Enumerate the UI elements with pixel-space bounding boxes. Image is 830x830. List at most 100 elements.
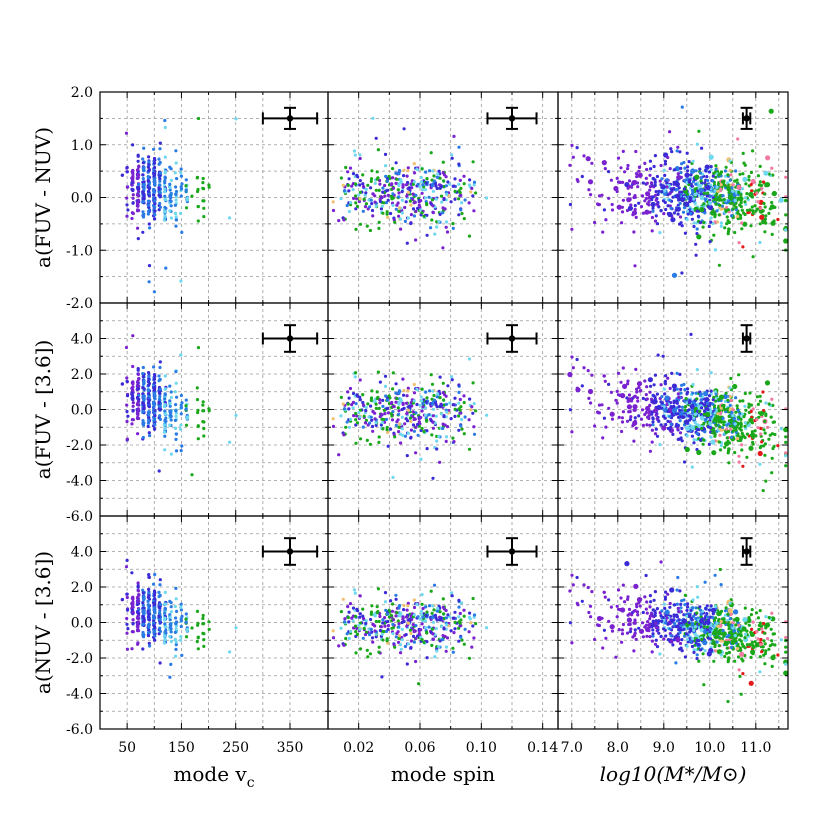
data-point: [472, 402, 476, 406]
data-point: [142, 616, 146, 621]
data-point: [369, 398, 373, 402]
data-point: [720, 180, 725, 184]
data-point: [669, 587, 675, 593]
data-point: [450, 594, 454, 598]
data-point: [444, 394, 448, 398]
data-point: [715, 220, 720, 224]
data-point: [597, 403, 602, 407]
data-point: [770, 471, 774, 475]
data-point: [676, 212, 680, 216]
data-point: [742, 161, 746, 165]
data-point: [125, 196, 129, 200]
data-point: [184, 407, 188, 411]
data-point: [669, 147, 673, 151]
data-point: [719, 170, 724, 174]
data-point: [142, 146, 146, 150]
data-point: [748, 191, 754, 198]
data-point: [419, 613, 424, 617]
data-point: [656, 192, 660, 197]
data-point: [374, 402, 378, 406]
data-point: [602, 161, 606, 165]
data-point: [616, 204, 622, 210]
data-point: [184, 178, 188, 182]
data-point: [391, 371, 395, 375]
data-point: [163, 397, 167, 401]
data-point: [130, 216, 134, 221]
data-point: [393, 435, 397, 439]
data-point: [158, 360, 162, 364]
data-point: [711, 431, 715, 435]
data-point: [437, 645, 441, 649]
data-point: [757, 415, 761, 419]
data-point: [729, 418, 733, 423]
data-point: [146, 209, 151, 213]
data-point: [773, 205, 777, 209]
data-point: [147, 205, 151, 209]
data-point: [692, 438, 696, 442]
data-point: [743, 424, 747, 428]
data-point: [195, 609, 200, 614]
data-point: [686, 387, 690, 391]
data-point: [472, 425, 476, 429]
data-point: [173, 203, 177, 207]
data-point: [674, 661, 678, 665]
data-point: [654, 427, 658, 431]
data-point: [445, 623, 449, 627]
data-point: [719, 207, 724, 211]
data-point: [416, 422, 420, 427]
data-point: [142, 381, 146, 385]
data-point: [381, 638, 385, 642]
data-point: [385, 428, 389, 432]
data-point: [717, 397, 721, 402]
data-point: [202, 420, 206, 424]
data-point: [615, 176, 619, 180]
data-point: [347, 620, 351, 624]
data-point: [450, 378, 454, 382]
data-point: [740, 443, 744, 447]
data-point: [692, 416, 696, 420]
data-point: [164, 266, 168, 270]
data-point: [346, 170, 350, 174]
data-point: [146, 419, 151, 423]
data-point: [147, 160, 151, 164]
data-point: [146, 199, 150, 203]
data-point: [345, 632, 349, 636]
data-point: [679, 221, 683, 225]
data-point: [682, 206, 687, 210]
data-point: [383, 591, 388, 595]
data-point: [735, 404, 739, 408]
data-point: [445, 230, 450, 234]
data-point: [707, 442, 711, 446]
data-point: [341, 402, 345, 406]
data-point: [141, 409, 145, 414]
data-point: [699, 207, 705, 213]
data-point: [609, 411, 615, 417]
data-point: [180, 182, 184, 186]
data-point: [632, 230, 636, 234]
data-point: [147, 186, 151, 190]
data-point: [152, 621, 156, 625]
data-point: [358, 437, 363, 441]
data-point: [142, 196, 146, 200]
data-point: [736, 184, 742, 190]
data-point: [653, 219, 658, 223]
data-point: [724, 165, 728, 169]
data-point: [344, 425, 348, 429]
data-point: [377, 645, 381, 649]
data-point: [371, 622, 375, 626]
data-point: [397, 391, 401, 396]
data-point: [637, 385, 641, 390]
data-point: [394, 593, 398, 597]
data-point: [715, 185, 719, 189]
data-point: [771, 173, 775, 177]
data-point: [389, 194, 393, 198]
data-point: [158, 194, 163, 198]
data-point: [730, 435, 734, 439]
data-point: [425, 418, 429, 422]
data-point: [621, 149, 625, 153]
data-point: [749, 183, 753, 187]
data-point: [714, 167, 718, 171]
data-point: [347, 610, 351, 614]
data-point: [458, 178, 462, 182]
data-point: [653, 178, 657, 182]
